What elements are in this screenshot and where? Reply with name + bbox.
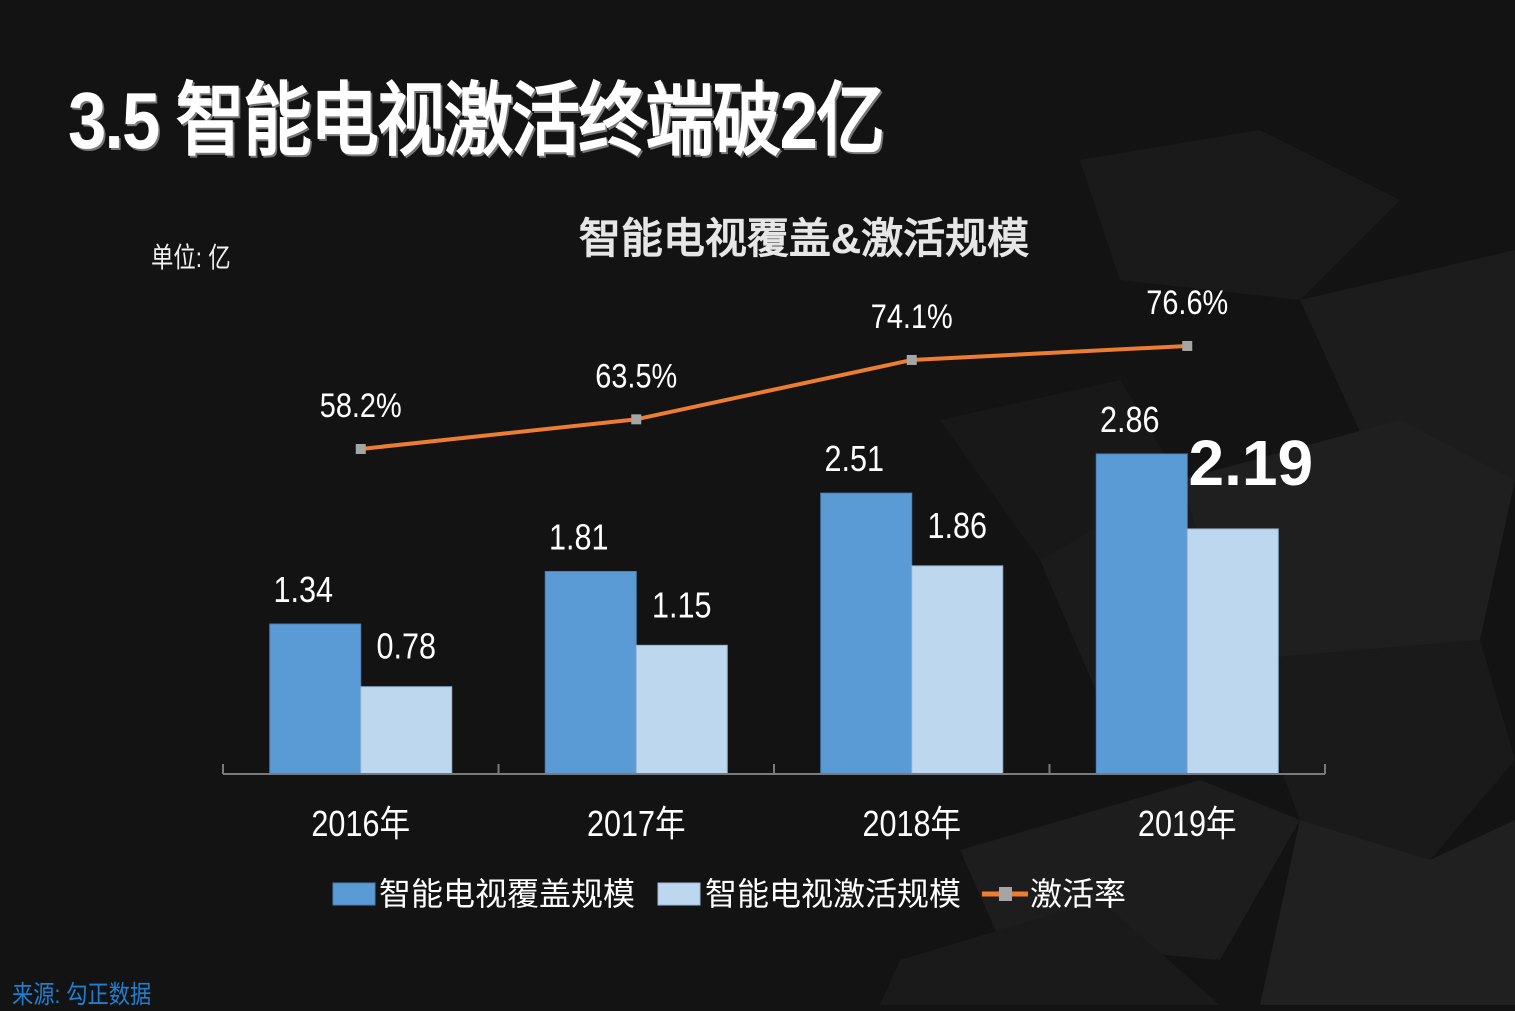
legend-label-coverage: 智能电视覆盖规模 bbox=[379, 876, 635, 912]
legend-swatch-coverage bbox=[332, 882, 376, 906]
legend-label-rate: 激活率 bbox=[1030, 876, 1126, 912]
rate-marker bbox=[906, 354, 917, 365]
data-label-activation: 1.15 bbox=[652, 586, 712, 626]
category-label: 2017年 bbox=[587, 805, 686, 845]
bar-group bbox=[269, 453, 1279, 775]
x-axis bbox=[222, 764, 1326, 775]
bar-coverage-2 bbox=[820, 492, 913, 775]
legend: 智能电视覆盖规模 智能电视激活规模 激活率 bbox=[332, 876, 1126, 912]
legend-item-coverage[interactable]: 智能电视覆盖规模 bbox=[332, 876, 635, 912]
data-label-activation: 1.86 bbox=[927, 507, 987, 547]
source-note: 来源: 勾正数据 bbox=[12, 981, 152, 1009]
data-label-activation: 0.78 bbox=[376, 627, 436, 667]
legend-label-activation: 智能电视激活规模 bbox=[705, 876, 961, 912]
rate-line bbox=[360, 343, 1188, 451]
data-label-activation-highlight: 2.19 bbox=[1188, 427, 1313, 499]
bar-coverage-0 bbox=[269, 623, 362, 775]
category-label-group: 2016年 2017年 2018年 2019年 bbox=[311, 805, 1236, 845]
bar-activation-3 bbox=[1186, 528, 1279, 775]
legend-item-activation[interactable]: 智能电视激活规模 bbox=[657, 876, 961, 912]
chart-title: 智能电视覆盖&激活规模 bbox=[579, 215, 1029, 262]
data-label-coverage: 1.81 bbox=[549, 518, 609, 558]
bar-coverage-3 bbox=[1095, 453, 1188, 775]
data-label-coverage: 2.86 bbox=[1100, 401, 1160, 441]
bar-activation-0 bbox=[360, 686, 453, 775]
data-label-rate: 63.5% bbox=[595, 356, 677, 395]
data-label-rate: 58.2% bbox=[320, 386, 402, 425]
slide-title: 3.5 智能电视激活终端破2亿 bbox=[68, 76, 885, 165]
rate-marker bbox=[355, 444, 366, 454]
data-label-rate: 76.6% bbox=[1146, 283, 1228, 322]
rate-marker bbox=[1182, 340, 1193, 351]
category-label: 2016年 bbox=[311, 805, 410, 845]
data-label-rate: 74.1% bbox=[871, 297, 953, 336]
rate-marker bbox=[631, 414, 642, 425]
data-label-group: 1.34 0.78 1.81 1.15 2.51 1.86 2.86 2.19 58.2% 63.… bbox=[273, 283, 1313, 668]
bar-activation-1 bbox=[635, 644, 728, 775]
unit-label: 单位: 亿 bbox=[151, 242, 231, 273]
rate-line-group bbox=[355, 340, 1193, 454]
legend-item-rate[interactable]: 激活率 bbox=[982, 876, 1126, 912]
bar-coverage-1 bbox=[544, 570, 637, 775]
category-label: 2019年 bbox=[1138, 805, 1237, 845]
bar-activation-2 bbox=[911, 565, 1004, 775]
category-label: 2018年 bbox=[862, 805, 961, 845]
data-label-coverage: 2.51 bbox=[824, 440, 884, 480]
legend-swatch-activation bbox=[657, 882, 701, 906]
data-label-coverage: 1.34 bbox=[273, 571, 333, 611]
legend-marker-rate bbox=[999, 887, 1012, 901]
